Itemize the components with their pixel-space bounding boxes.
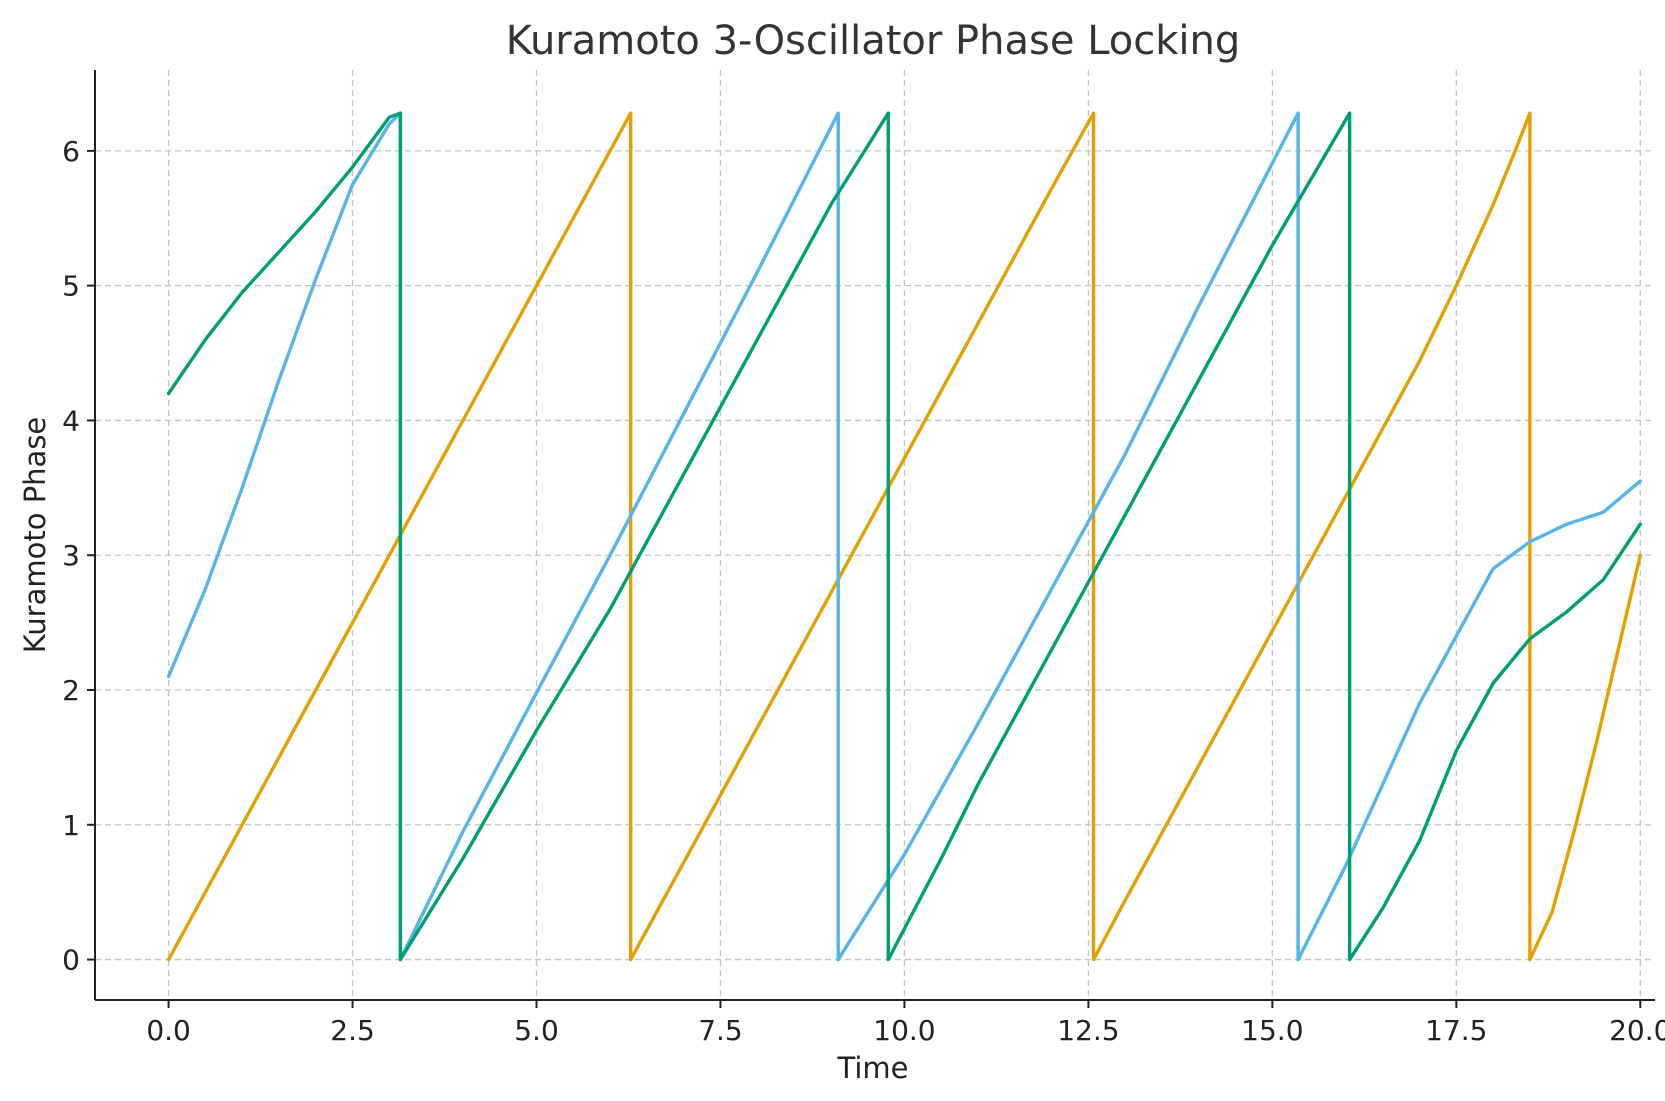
ticks-layer: 0.0 2.5 5.0 7.5 10.0 12.5 15.0 17.5 20.0 0 1 2 3 4 5 6 [62,135,1665,1047]
y-tick-label: 0 [62,944,80,977]
y-axis-label: Kuramoto Phase [18,417,52,654]
x-tick-label: 7.5 [698,1014,743,1047]
grid-layer [95,70,1655,1000]
series-layer [166,111,1642,962]
y-tick-label: 4 [62,404,80,437]
x-axis-label: Time [837,1051,909,1085]
x-tick-label: 10.0 [873,1014,935,1047]
x-tick-label: 17.5 [1425,1014,1487,1047]
x-tick-label: 20.0 [1609,1014,1665,1047]
x-tick-label: 5.0 [514,1014,559,1047]
x-tick-label: 15.0 [1241,1014,1303,1047]
series-line-2 [166,111,1642,962]
y-tick-label: 1 [62,809,80,842]
x-tick-label: 0.0 [146,1014,191,1047]
y-tick-label: 2 [62,674,80,707]
y-tick-label: 5 [62,270,80,303]
axes-layer [94,70,1655,1001]
series-line-1 [166,111,1642,962]
x-tick-label: 12.5 [1057,1014,1119,1047]
x-tick-label: 2.5 [330,1014,375,1047]
y-tick-label: 6 [62,135,80,168]
y-tick-label: 3 [62,539,80,572]
series-line-3 [166,111,1642,962]
chart-title: Kuramoto 3-Oscillator Phase Locking [506,18,1241,64]
